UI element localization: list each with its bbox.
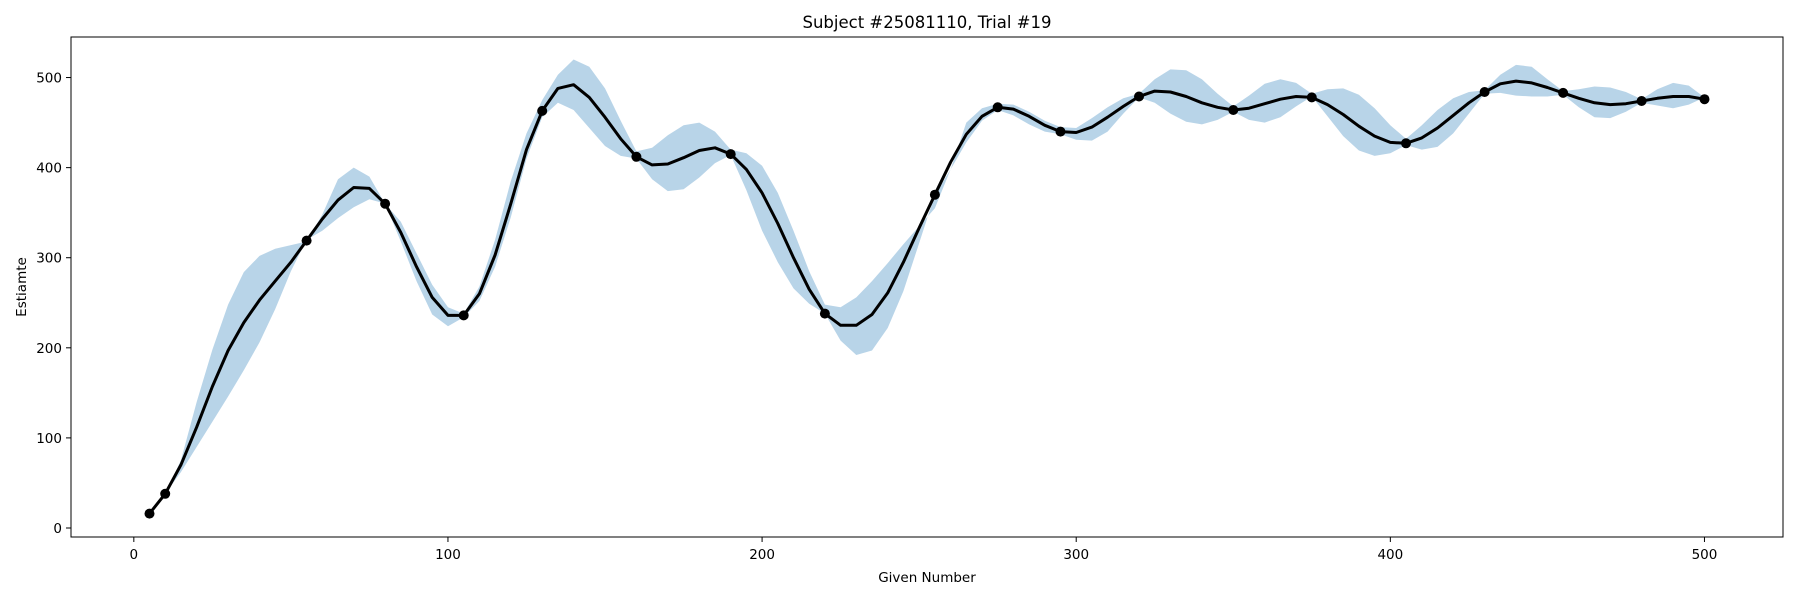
x-tick-label: 300	[1063, 547, 1089, 563]
data-point-marker	[725, 149, 736, 160]
x-axis: 0 100 200 300 400 500	[130, 537, 1718, 563]
y-tick-label: 500	[36, 71, 62, 87]
series-line	[148, 79, 1705, 515]
data-point-marker	[1401, 138, 1411, 149]
chart-title: Subject #25081110, Trial #19	[802, 13, 1051, 32]
x-tick-label: 0	[130, 547, 139, 563]
data-point-marker	[144, 508, 155, 519]
data-point-marker	[1558, 87, 1569, 98]
x-axis-label: Given Number	[878, 570, 976, 586]
data-point-marker	[1479, 87, 1490, 97]
data-point-marker	[929, 189, 940, 200]
data-point-marker	[1228, 105, 1239, 115]
data-point-marker	[992, 102, 1003, 113]
data-point-marker	[301, 235, 312, 246]
data-point-marker	[1134, 91, 1144, 102]
y-tick-label: 100	[36, 431, 62, 447]
y-tick-label: 300	[36, 251, 62, 267]
confidence-band	[165, 59, 1705, 494]
data-point-marker	[631, 151, 642, 162]
confidence-band-layer	[165, 59, 1705, 494]
data-point-marker	[380, 198, 391, 209]
y-tick-label: 0	[53, 521, 62, 537]
series-line-layer	[148, 79, 1705, 515]
marker-layer	[144, 87, 1710, 519]
x-tick-label: 500	[1692, 547, 1718, 563]
y-axis-label: Estiamte	[14, 257, 30, 317]
data-point-marker	[819, 308, 830, 319]
y-axis: 0 100 200 300 400 500	[36, 71, 71, 537]
x-tick-label: 200	[749, 547, 775, 563]
y-tick-label: 200	[36, 341, 62, 357]
data-point-marker	[1636, 96, 1647, 106]
y-tick-label: 400	[36, 161, 62, 177]
data-point-marker	[458, 310, 469, 321]
data-point-marker	[1055, 126, 1066, 137]
plot-frame	[70, 36, 1784, 538]
data-point-marker	[160, 488, 171, 499]
x-tick-label: 400	[1377, 547, 1403, 563]
data-point-marker	[537, 105, 548, 116]
x-tick-label: 100	[435, 547, 461, 563]
data-point-marker	[1306, 92, 1317, 103]
data-point-marker	[1699, 94, 1710, 105]
